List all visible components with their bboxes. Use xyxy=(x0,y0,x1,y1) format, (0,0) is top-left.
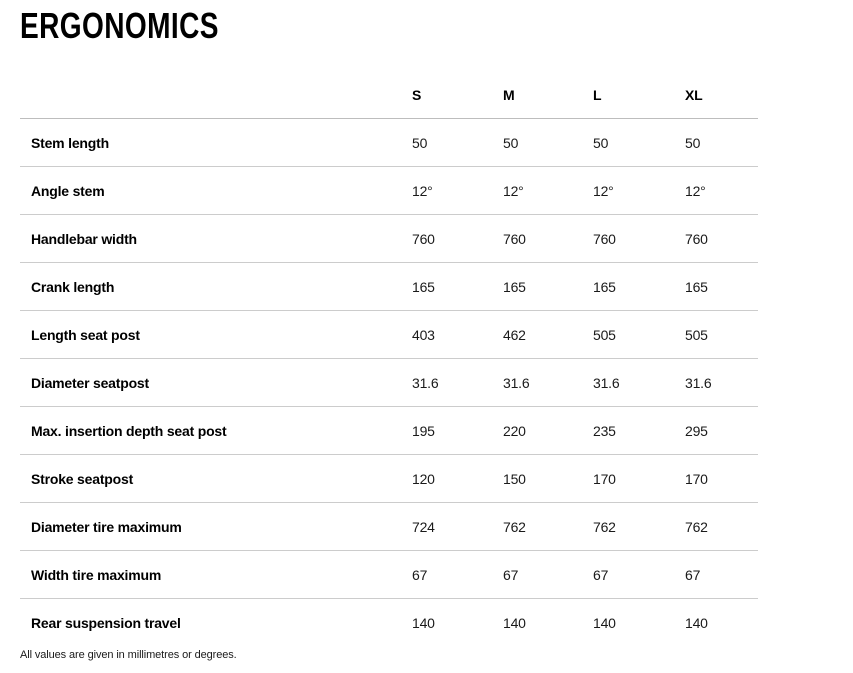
table-row: Rear suspension travel 140 140 140 140 xyxy=(20,599,758,647)
table-row: Width tire maximum 67 67 67 67 xyxy=(20,550,758,599)
spec-value-xl: 295 xyxy=(674,406,758,455)
table-row: Length seat post 403 462 505 505 xyxy=(20,310,758,359)
spec-value-s: 140 xyxy=(412,614,435,631)
spec-row-label: Width tire maximum xyxy=(20,550,401,599)
spec-value-xl: 50 xyxy=(674,118,758,167)
spec-value-m: 150 xyxy=(492,454,582,503)
spec-value-s: 403 xyxy=(401,310,492,359)
spec-value-m: 220 xyxy=(492,406,582,455)
spec-value-m: 462 xyxy=(492,310,582,359)
size-column-header-xl: XL xyxy=(674,71,758,119)
spec-row-label: Stroke seatpost xyxy=(20,454,401,503)
ergonomics-table: S M L XL Stem length 50 50 50 50 Angle stem 12° 12… xyxy=(20,71,758,646)
table-row: Max. insertion depth seat post 195 220 235 2… xyxy=(20,406,758,455)
table-row: Angle stem 12° 12° 12° 12° xyxy=(20,166,758,215)
spec-row-label: Max. insertion depth seat post xyxy=(20,406,401,455)
spec-value-xl: 170 xyxy=(674,454,758,503)
size-header-row: S M L XL xyxy=(20,71,758,119)
spec-value-l: 31.6 xyxy=(582,358,674,407)
table-body: Stem length 50 50 50 50 Angle stem 12° 12° 12° 12… xyxy=(20,118,758,647)
spec-row-label: Diameter tire maximum xyxy=(20,502,401,551)
spec-row-label: Crank length xyxy=(20,262,401,311)
spec-row-label: Stem length xyxy=(20,118,401,167)
spec-value-l: 505 xyxy=(582,310,674,359)
spec-value-s: 12° xyxy=(401,166,492,215)
table-row: Stem length 50 50 50 50 xyxy=(20,118,758,167)
size-column-header-l: L xyxy=(582,71,674,119)
table-row: Handlebar width 760 760 760 760 xyxy=(20,214,758,263)
table-header: S M L XL xyxy=(20,71,758,119)
size-column-header-s: S xyxy=(401,71,492,119)
table-row: Diameter tire maximum 724 762 762 762 xyxy=(20,502,758,551)
spec-value-l: 67 xyxy=(582,550,674,599)
spec-value-l: 170 xyxy=(582,454,674,503)
spec-value-l: 12° xyxy=(582,166,674,215)
spec-value-l: 235 xyxy=(582,406,674,455)
spec-row-label: Angle stem xyxy=(20,166,401,215)
spec-value-xl: 165 xyxy=(674,262,758,311)
spec-value-s: 724 xyxy=(401,502,492,551)
spec-value-xl: 762 xyxy=(674,502,758,551)
spec-value-s: 67 xyxy=(401,550,492,599)
spec-value-l: 760 xyxy=(582,214,674,263)
spec-row-label: Rear suspension travel xyxy=(31,614,181,631)
spec-value-l: 762 xyxy=(582,502,674,551)
spec-row-label: Diameter seatpost xyxy=(20,358,401,407)
spec-value-m: 50 xyxy=(492,118,582,167)
table-row: Stroke seatpost 120 150 170 170 xyxy=(20,454,758,503)
spec-value-s: 50 xyxy=(401,118,492,167)
spec-value-s: 120 xyxy=(401,454,492,503)
spec-value-s: 195 xyxy=(401,406,492,455)
units-footnote: All values are given in millimetres or d… xyxy=(20,649,237,661)
spec-value-m: 140 xyxy=(503,614,526,631)
table-row: Diameter seatpost 31.6 31.6 31.6 31.6 xyxy=(20,358,758,407)
spec-value-m: 762 xyxy=(492,502,582,551)
spec-value-xl: 67 xyxy=(674,550,758,599)
spec-value-xl: 760 xyxy=(674,214,758,263)
spec-value-s: 760 xyxy=(401,214,492,263)
spec-value-m: 165 xyxy=(492,262,582,311)
spec-value-m: 12° xyxy=(492,166,582,215)
spec-row-label: Handlebar width xyxy=(20,214,401,263)
spec-value-l: 165 xyxy=(582,262,674,311)
spec-value-m: 31.6 xyxy=(492,358,582,407)
spec-value-m: 760 xyxy=(492,214,582,263)
spec-name-column-header xyxy=(20,71,401,119)
spec-value-xl: 12° xyxy=(674,166,758,215)
section-title: ERGONOMICS xyxy=(20,5,219,46)
spec-value-xl: 31.6 xyxy=(674,358,758,407)
spec-value-l: 50 xyxy=(582,118,674,167)
table-row: Crank length 165 165 165 165 xyxy=(20,262,758,311)
spec-value-m: 67 xyxy=(492,550,582,599)
size-column-header-m: M xyxy=(492,71,582,119)
spec-value-s: 31.6 xyxy=(401,358,492,407)
spec-value-s: 165 xyxy=(401,262,492,311)
spec-value-xl: 505 xyxy=(674,310,758,359)
spec-value-xl: 140 xyxy=(685,614,708,631)
spec-row-label: Length seat post xyxy=(20,310,401,359)
spec-value-l: 140 xyxy=(593,614,616,631)
